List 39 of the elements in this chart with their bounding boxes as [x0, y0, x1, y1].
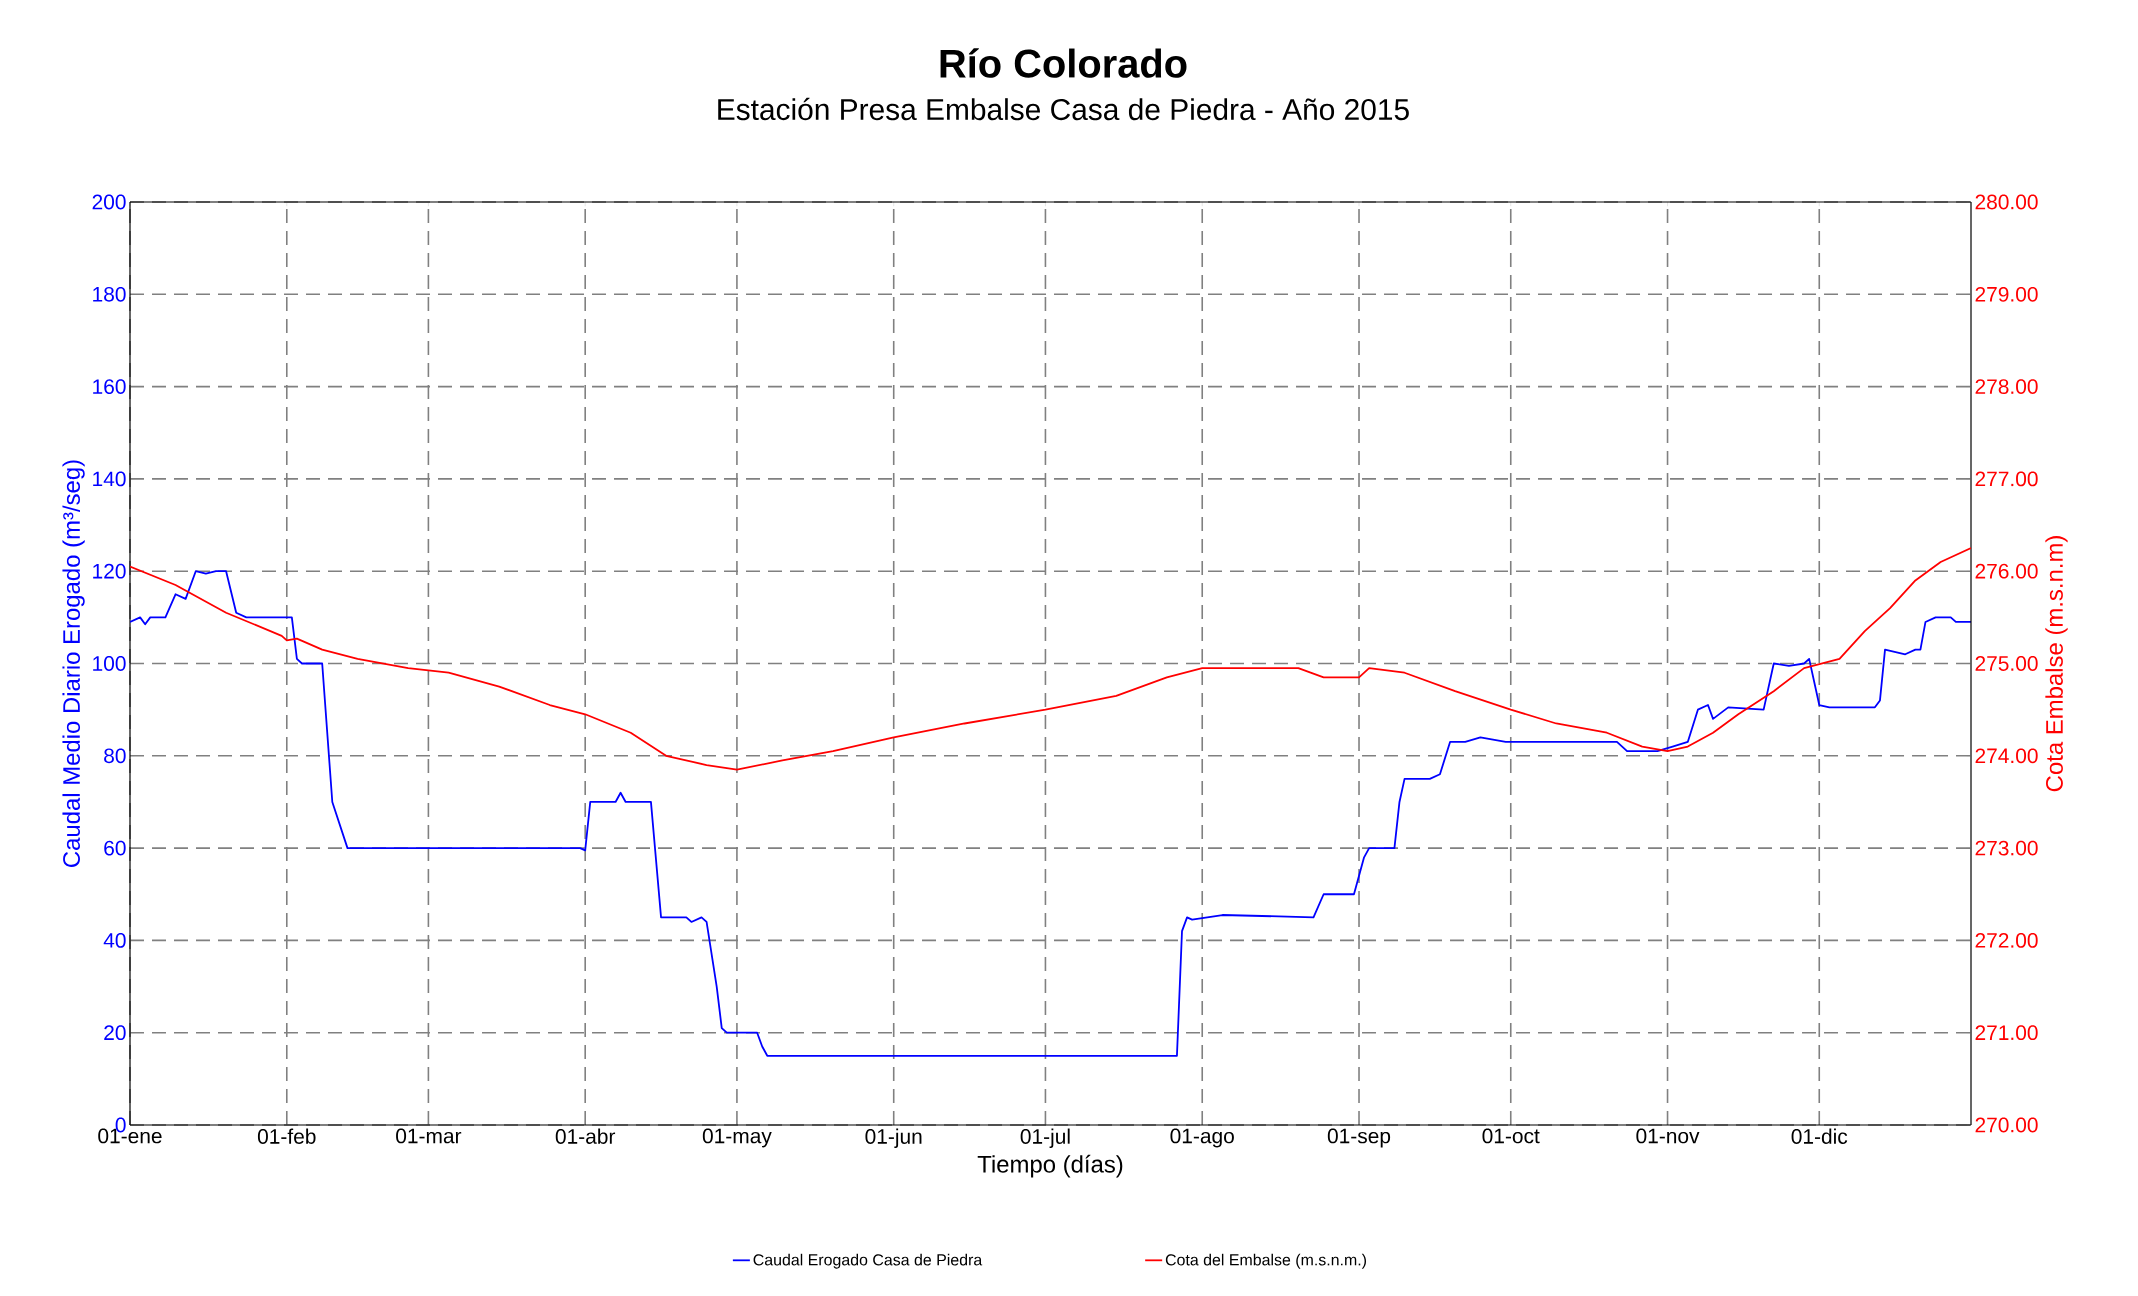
x-tick-label: 01-dic [1791, 1128, 1848, 1144]
y2-tick-label: 271.00 [1975, 1025, 2038, 1041]
legend-label: Cota del Embalse (m.s.n.m.) [1165, 1253, 1367, 1269]
x-tick-label: 01-jul [1020, 1128, 1070, 1149]
y2-tick-label: 272.00 [1975, 932, 2038, 948]
y-tick-label: 20 [104, 1025, 126, 1041]
x-tick-label: 01-jun [865, 1128, 922, 1149]
y2-tick-label: 274.00 [1975, 748, 2038, 764]
y-tick-label: 60 [104, 840, 126, 856]
y2-tick-label: 270.00 [1975, 1117, 2038, 1133]
x-tick-label: 01-may [702, 1128, 772, 1148]
x-tick-label: 01-abr [555, 1128, 616, 1144]
y-tick-label: 180 [93, 286, 126, 302]
y2-tick-label: 273.00 [1975, 840, 2038, 856]
y2-tick-label: 280.00 [1975, 194, 2038, 210]
chart-subtitle: Estación Presa Embalse Casa de Piedra - Año 2015 [718, 97, 1409, 121]
y-tick-label: 100 [93, 656, 126, 671]
x-tick-label: 01-oct [1482, 1128, 1540, 1144]
y-tick-label: 80 [104, 748, 126, 764]
y2-axis-title: Cota Embalse (m.s.n.m) [2045, 536, 2068, 792]
x-tick-label: 01-mar [396, 1128, 462, 1144]
legend-label: Caudal Erogado Casa de Piedra [753, 1253, 983, 1269]
y-tick-label: 120 [93, 563, 126, 579]
y2-tick-label: 279.00 [1975, 286, 2038, 302]
y2-tick-label: 277.00 [1975, 471, 2038, 487]
chart-title: Río Colorado [940, 48, 1187, 78]
y2-tick-label: 276.00 [1975, 563, 2038, 579]
x-tick-label: 01-ago [1170, 1128, 1234, 1148]
y-tick-label: 160 [93, 379, 126, 394]
x-axis-title: Tiempo (días) [977, 1154, 1123, 1178]
x-tick-label: 01-sep [1327, 1128, 1391, 1148]
x-tick-label: 01-feb [257, 1128, 316, 1144]
y-tick-label: 40 [103, 932, 126, 948]
x-tick-label: 01-nov [1636, 1128, 1700, 1144]
y-axis-title: Caudal Medio Diario Erogado (m³/seg) [62, 460, 85, 867]
y-tick-label: 200 [92, 194, 126, 210]
y2-tick-label: 275.00 [1975, 656, 2038, 671]
y-tick-label: 140 [93, 471, 126, 487]
y2-tick-label: 278.00 [1975, 379, 2038, 394]
